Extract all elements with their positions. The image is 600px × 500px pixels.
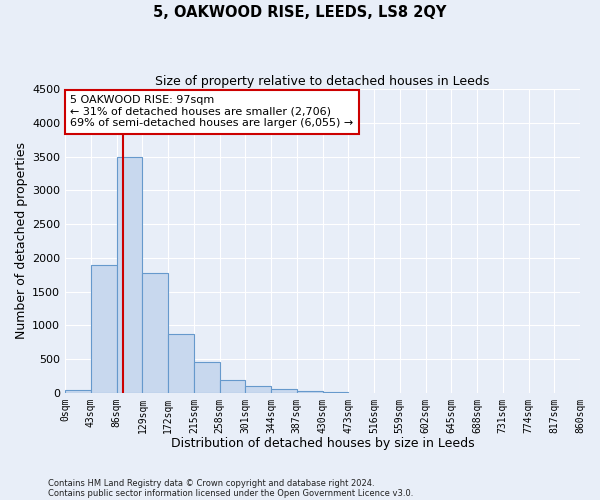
Bar	[142, 273, 168, 392]
Bar	[194, 362, 220, 392]
Bar	[297, 390, 323, 392]
Bar	[116, 156, 142, 392]
X-axis label: Distribution of detached houses by size in Leeds: Distribution of detached houses by size …	[171, 437, 475, 450]
Text: 5, OAKWOOD RISE, LEEDS, LS8 2QY: 5, OAKWOOD RISE, LEEDS, LS8 2QY	[154, 5, 446, 20]
Bar	[271, 388, 297, 392]
Bar	[220, 380, 245, 392]
Bar	[91, 264, 116, 392]
Bar	[245, 386, 271, 392]
Y-axis label: Number of detached properties: Number of detached properties	[15, 142, 28, 340]
Bar	[168, 334, 194, 392]
Text: Contains HM Land Registry data © Crown copyright and database right 2024.: Contains HM Land Registry data © Crown c…	[48, 478, 374, 488]
Title: Size of property relative to detached houses in Leeds: Size of property relative to detached ho…	[155, 75, 490, 88]
Text: 5 OAKWOOD RISE: 97sqm
← 31% of detached houses are smaller (2,706)
69% of semi-d: 5 OAKWOOD RISE: 97sqm ← 31% of detached …	[70, 95, 353, 128]
Text: Contains public sector information licensed under the Open Government Licence v3: Contains public sector information licen…	[48, 488, 413, 498]
Bar	[65, 390, 91, 392]
